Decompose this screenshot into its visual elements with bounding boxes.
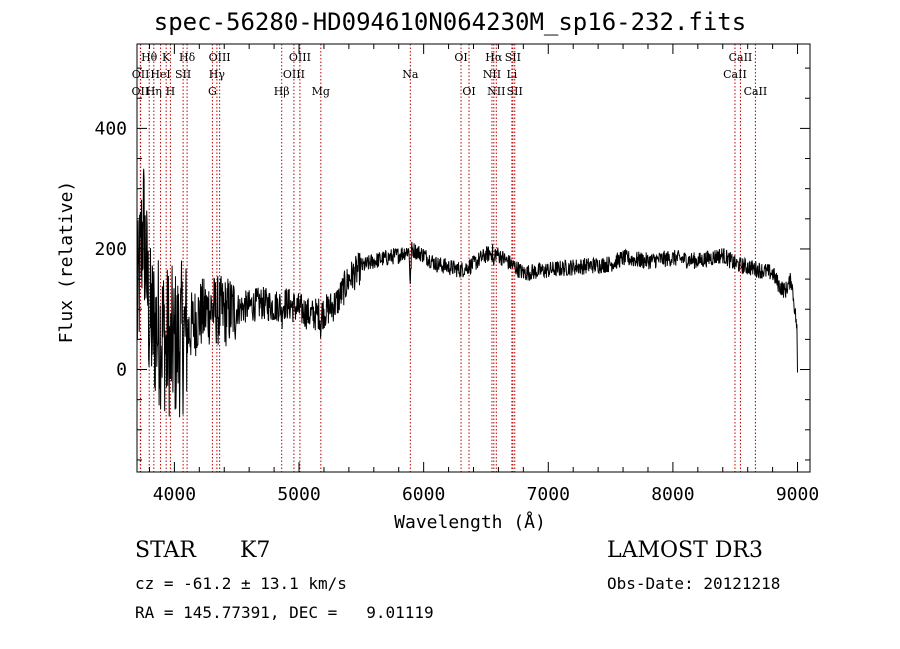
line-id-label: OI — [462, 85, 475, 98]
y-axis-label: Flux (relative) — [56, 181, 77, 344]
line-id-label: CaII — [723, 68, 747, 81]
line-id-label: OII — [132, 68, 150, 81]
line-id-label: Hγ — [209, 68, 226, 81]
x-tick-label: 9000 — [776, 484, 819, 505]
x-tick-label: 7000 — [527, 484, 570, 505]
line-id-label: Hα — [485, 51, 503, 64]
obs-date: Obs-Date: 20121218 — [607, 574, 781, 593]
x-tick-label: 8000 — [651, 484, 694, 505]
x-tick-label: 4000 — [153, 484, 196, 505]
x-axis-label: Wavelength (Å) — [394, 511, 546, 533]
line-id-label: SII — [505, 51, 521, 64]
y-tick-label: 200 — [94, 239, 127, 260]
line-id-label: Na — [402, 68, 419, 81]
line-id-label: NII — [483, 68, 501, 81]
line-id-label: Li — [506, 68, 517, 81]
axis-ticks: 4000 5000 6000 7000 8000 9000 0 200 400 — [94, 44, 819, 505]
coordinates-info: RA = 145.77391, DEC = 9.01119 — [135, 603, 434, 622]
survey-name: LAMOST DR3 — [607, 538, 763, 563]
line-id-label: G — [208, 85, 217, 98]
line-id-label: CaII — [744, 85, 768, 98]
line-id-label: K — [162, 51, 171, 64]
x-tick-label: 5000 — [277, 484, 320, 505]
line-id-label: Hη — [146, 85, 162, 98]
line-id-label: SII — [507, 85, 523, 98]
line-id-label: OI — [454, 51, 467, 64]
line-id-label: OIII — [209, 51, 231, 64]
line-id-label: Mg — [312, 85, 330, 98]
line-id-label: OIII — [283, 68, 305, 81]
line-id-label: Hβ — [274, 85, 290, 98]
line-id-label: Hδ — [179, 51, 196, 64]
redshift-info: cz = -61.2 ± 13.1 km/s — [135, 574, 347, 593]
line-id-label: H — [166, 85, 176, 98]
object-class: STAR — [135, 538, 196, 563]
y-tick-label: 0 — [116, 360, 127, 381]
line-id-labels: OII Hθ OII HeI Hη K H SII Hδ OIII Hγ G OIII OIII Hβ Mg N… — [132, 51, 768, 98]
line-id-label: OIII — [289, 51, 311, 64]
line-id-label: HeI — [150, 68, 170, 81]
x-tick-label: 6000 — [402, 484, 445, 505]
line-id-label: NII — [487, 85, 505, 98]
line-id-label: Hθ — [141, 51, 158, 64]
line-id-label: OII — [132, 85, 150, 98]
line-id-label: CaII — [729, 51, 753, 64]
chart-title: spec-56280-HD094610N064230M_sp16-232.fit… — [153, 8, 747, 36]
spectral-subclass: K7 — [240, 538, 271, 563]
y-tick-label: 400 — [94, 118, 127, 139]
flux-series-line — [136, 168, 798, 418]
line-id-label: SII — [175, 68, 191, 81]
